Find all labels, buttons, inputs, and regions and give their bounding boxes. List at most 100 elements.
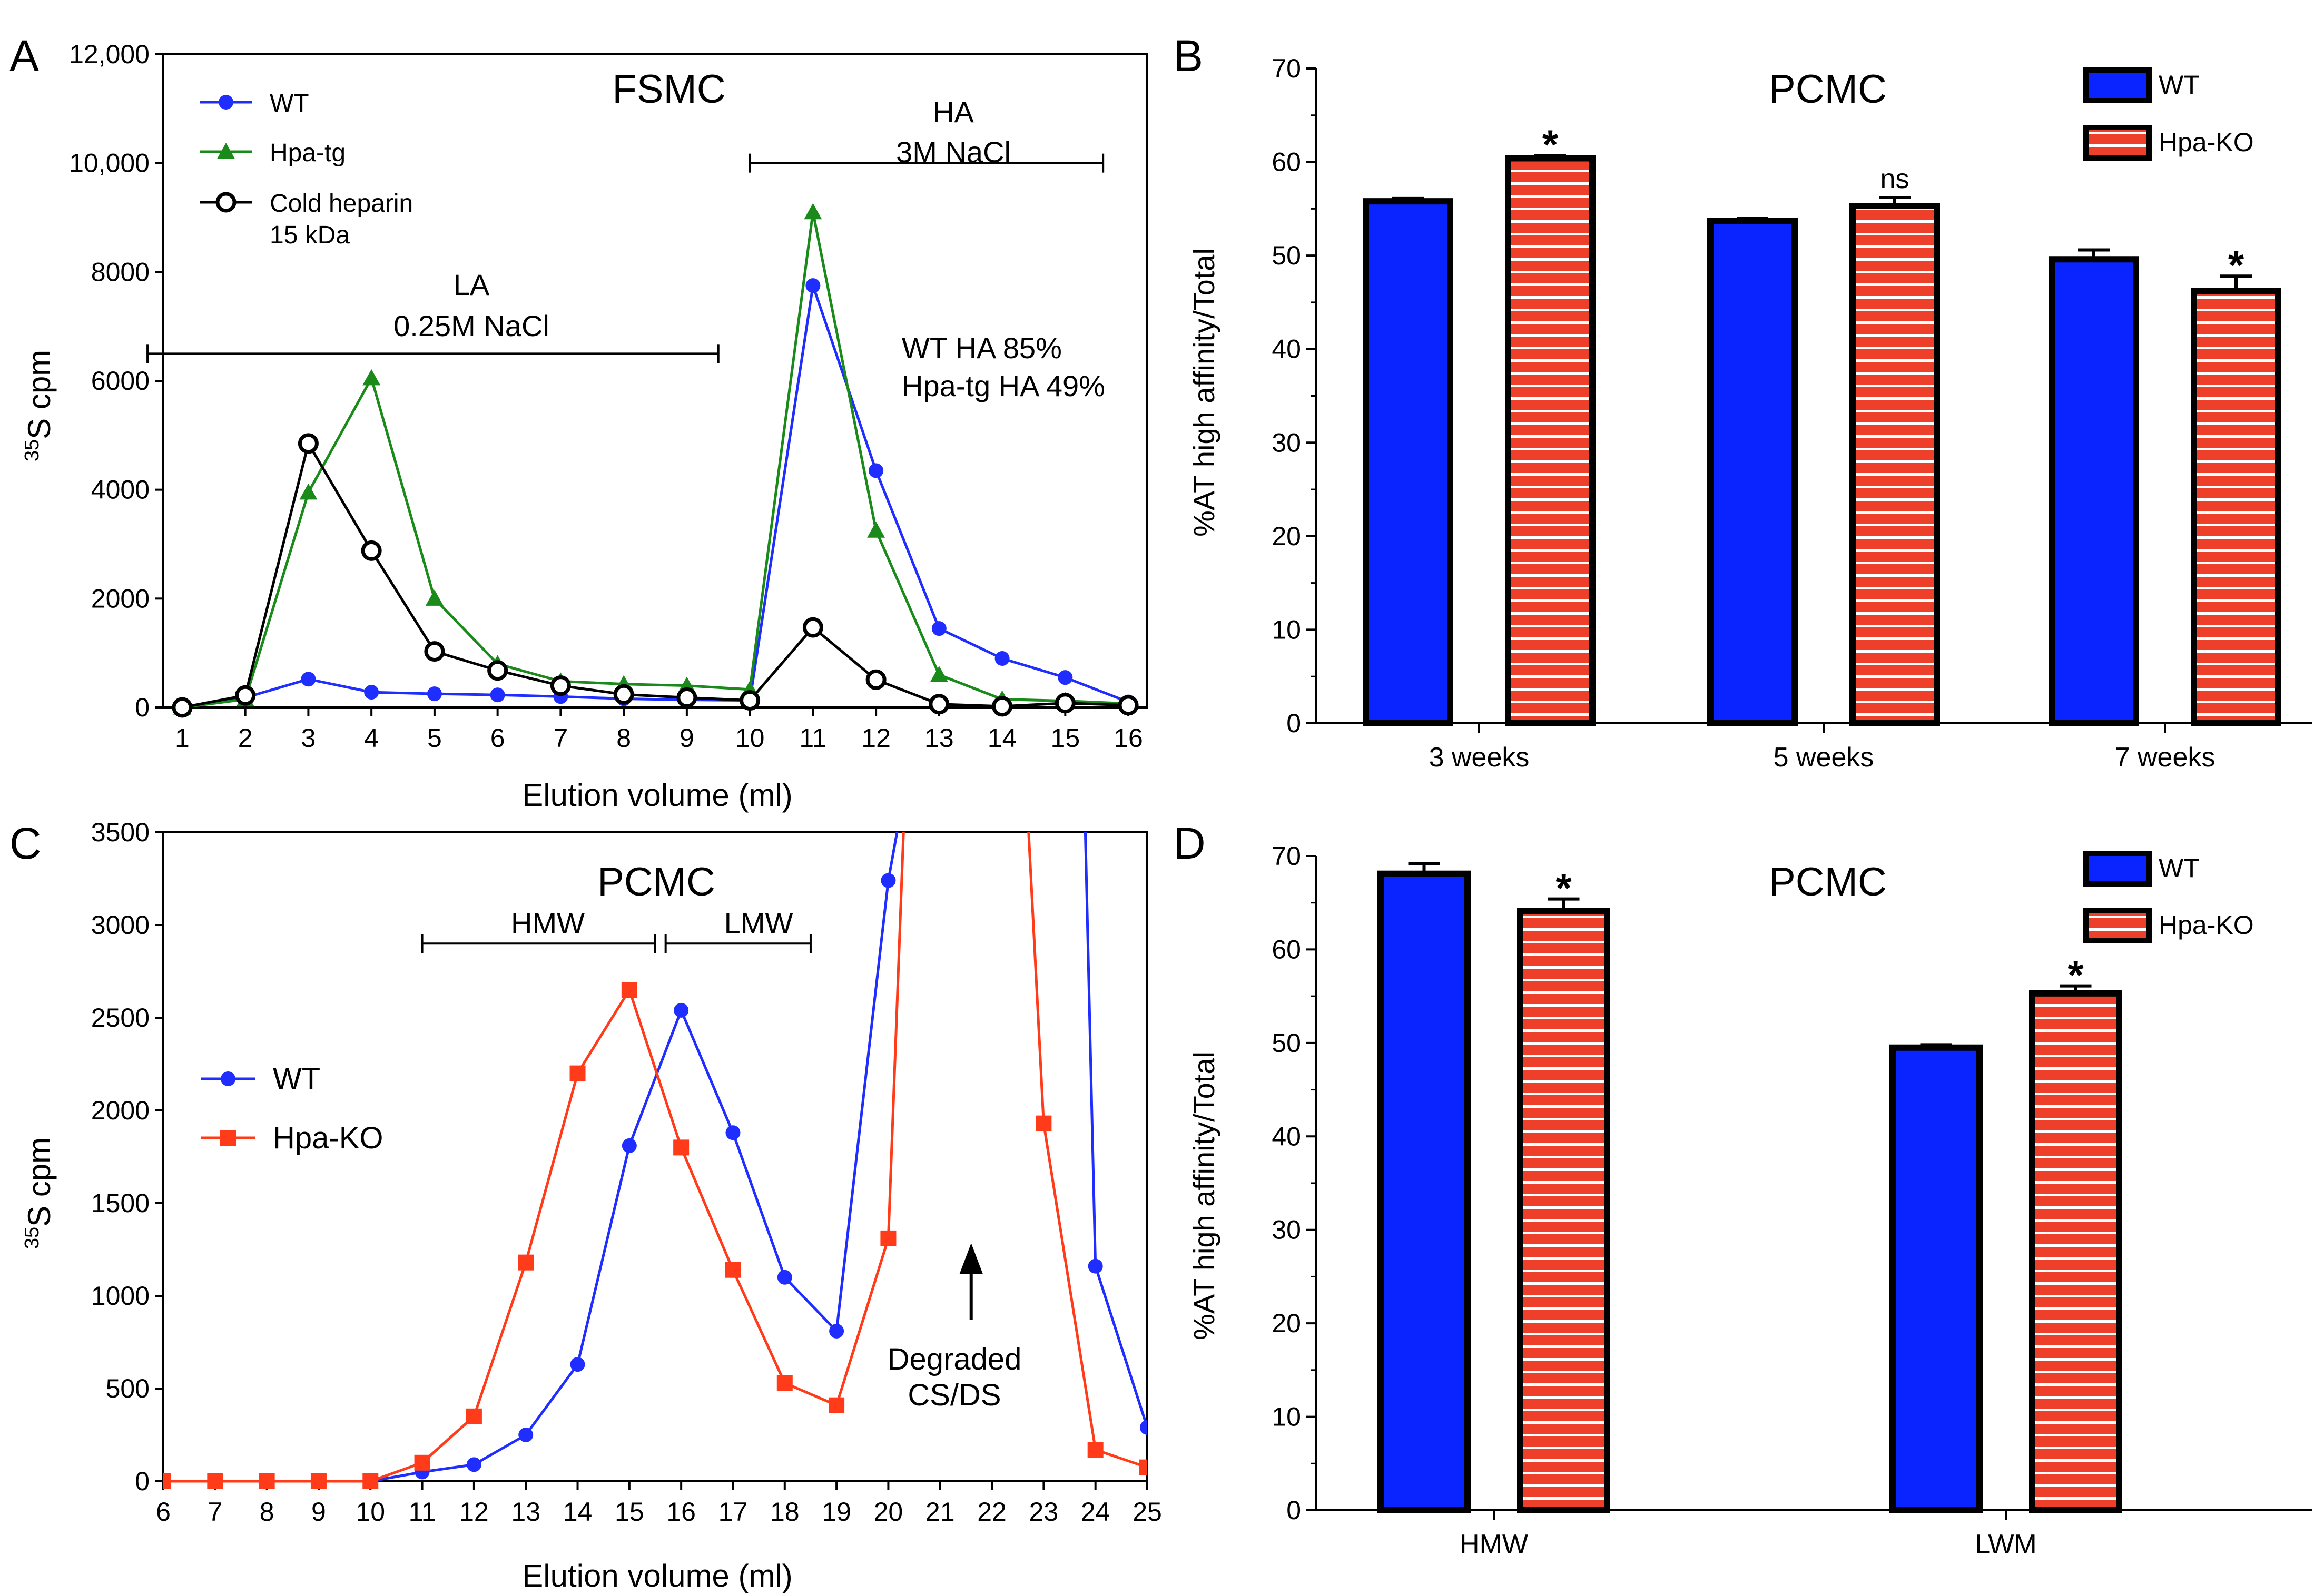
legend: WT Hpa-tg Cold heparin 15 kDa xyxy=(270,90,413,249)
bar-wt xyxy=(1889,1044,1983,1513)
y-tick-label: 60 xyxy=(1272,147,1301,177)
data-point xyxy=(466,1408,482,1424)
x-tick-label: 15 xyxy=(1051,723,1080,753)
x-tick-label: 5 xyxy=(427,723,442,753)
legend-marker xyxy=(215,192,237,213)
y-tick-label: 1000 xyxy=(91,1281,150,1311)
data-point xyxy=(310,1473,327,1489)
legend-label-wt: WT xyxy=(270,90,309,117)
annotation-wt-ha: WT HA 85% xyxy=(902,331,1062,365)
x-tick-label: 14 xyxy=(563,1497,593,1527)
arrow-head xyxy=(959,1243,983,1274)
x-tick-label: HMW xyxy=(1460,1529,1528,1560)
legend-label-cold-heparin: Cold heparin xyxy=(270,190,413,218)
data-point xyxy=(674,1002,689,1018)
legend-swatch-wt xyxy=(2083,67,2152,103)
x-tick-label: 3 weeks xyxy=(1429,742,1530,773)
chart-panel-d: PCMC %AT high affinity/Total WT Hpa-KO 0… xyxy=(1187,841,2312,1560)
series-line-hpa-tg xyxy=(182,211,1129,709)
x-tick-label: 14 xyxy=(988,723,1017,753)
y-tick-label: 0 xyxy=(1286,709,1301,738)
x-tick-label: 12 xyxy=(861,723,891,753)
x-tick-label: 22 xyxy=(977,1497,1007,1527)
significance-asterisk: * xyxy=(2067,952,2084,998)
x-tick-label: LWM xyxy=(1975,1529,2036,1560)
y-tick-label: 2500 xyxy=(91,1003,150,1032)
y-tick-label: 70 xyxy=(1272,841,1301,871)
chart-title: FSMC xyxy=(612,67,725,112)
legend: WT Hpa-KO xyxy=(2159,853,2254,940)
series-line-cold-heparin-15-kda xyxy=(182,442,1129,709)
legend-marker xyxy=(221,1071,235,1086)
x-tick-label: 8 xyxy=(260,1497,274,1527)
x-axis-label: Elution volume (ml) xyxy=(522,1558,793,1593)
data-point xyxy=(362,369,381,386)
data-point xyxy=(621,982,637,998)
data-point xyxy=(869,463,884,478)
legend-swatch-hpa-ko xyxy=(2083,908,2152,943)
legend-label-wt: WT xyxy=(2159,853,2200,883)
data-point xyxy=(865,669,887,690)
data-point xyxy=(299,483,318,500)
data-point xyxy=(362,1473,379,1489)
y-tick-label: 50 xyxy=(1272,241,1301,270)
chart-panel-b: PCMC %AT high affinity/Total WT Hpa-KO 0… xyxy=(1187,54,2312,773)
x-tick-label: 7 xyxy=(553,723,568,753)
panel-letter-d: D xyxy=(1174,819,1206,868)
y-axis-label-superscript: 35 xyxy=(21,439,43,461)
legend-label-hpa-ko: Hpa-KO xyxy=(273,1121,383,1155)
y-axis-label: %AT high affinity/Total xyxy=(1187,248,1220,537)
legend-label-cold-heparin-kda: 15 kDa xyxy=(270,221,350,249)
x-tick-label: 6 xyxy=(156,1497,171,1527)
y-tick-label: 0 xyxy=(135,693,150,722)
bracket-label: HMW xyxy=(511,907,585,940)
chart-title: PCMC xyxy=(1769,860,1887,904)
data-point xyxy=(570,1357,585,1372)
x-axis-label: Elution volume (ml) xyxy=(522,778,793,813)
data-point xyxy=(490,687,505,703)
series-line-wt xyxy=(182,284,1129,709)
x-tick-label: 18 xyxy=(770,1497,800,1527)
y-tick-label: 20 xyxy=(1272,1308,1301,1338)
y-tick-label: 2000 xyxy=(91,584,150,613)
data-point xyxy=(673,1139,690,1156)
bracket-label: LMW xyxy=(724,907,793,940)
data-point xyxy=(1088,1258,1103,1274)
data-point xyxy=(992,696,1013,717)
bracket-label: LA xyxy=(454,268,490,301)
legend-label-hpa-ko: Hpa-KO xyxy=(2159,127,2254,157)
x-tick-label: 8 xyxy=(616,723,631,753)
plot-area xyxy=(163,832,1147,1489)
y-tick-label: 10,000 xyxy=(69,149,150,178)
data-point xyxy=(414,1454,430,1471)
x-tick-label: 4 xyxy=(364,723,379,753)
data-point xyxy=(740,690,761,711)
data-point xyxy=(361,540,382,561)
data-point xyxy=(550,675,571,696)
y-tick-label: 50 xyxy=(1272,1028,1301,1058)
data-point xyxy=(1118,695,1139,716)
annotation-cs-ds: CS/DS xyxy=(908,1378,1001,1412)
data-point xyxy=(163,1473,171,1489)
y-tick-label: 2000 xyxy=(91,1096,150,1125)
y-tick-label: 6000 xyxy=(91,366,150,396)
data-point xyxy=(1055,693,1076,714)
data-point xyxy=(259,1473,275,1489)
x-tick-label: 19 xyxy=(822,1497,851,1527)
data-point xyxy=(613,684,634,705)
y-axis-label: 35S cpm xyxy=(21,350,57,461)
bar-hpa-ko xyxy=(1505,155,1596,726)
series-line-hpa-ko xyxy=(163,832,1147,1483)
y-tick-label: 0 xyxy=(135,1467,150,1496)
panel-letter-c: C xyxy=(9,819,42,868)
x-tick-label: 16 xyxy=(666,1497,696,1527)
y-tick-label: 1500 xyxy=(91,1188,150,1218)
bar-wt xyxy=(1377,870,1471,1513)
chart-panel-c: PCMC Elution volume (ml) 35S cpm HMW LMW… xyxy=(21,818,1162,1593)
legend: WT Hpa-KO xyxy=(2159,70,2254,157)
y-tick-label: 3500 xyxy=(91,818,150,847)
data-point xyxy=(518,1254,534,1271)
data-point xyxy=(776,1375,793,1391)
x-tick-label: 21 xyxy=(925,1497,955,1527)
annotation-degraded: Degraded xyxy=(888,1342,1022,1376)
